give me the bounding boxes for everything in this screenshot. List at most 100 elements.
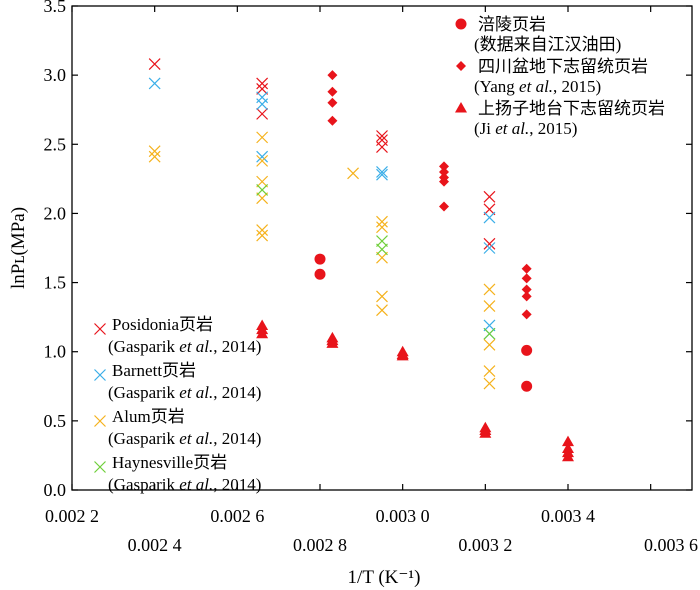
- plot-frame: [71, 5, 693, 491]
- point-alum: [376, 221, 388, 234]
- y-tick-label: 1.0: [44, 342, 67, 362]
- point-alum: [256, 224, 269, 236]
- point-posidonia: [148, 58, 161, 71]
- point-sichuan: [439, 166, 449, 177]
- point-yangtze: [326, 337, 339, 348]
- y-tick-label: 2.5: [44, 134, 67, 154]
- point-sichuan: [521, 291, 532, 302]
- point-barnett: [148, 77, 161, 90]
- point-alum: [376, 290, 388, 303]
- legend-marker-barnett: [94, 369, 106, 381]
- point-posidonia: [256, 83, 269, 95]
- legend-bottom-left: Posidonia页岩 (Gasparik et al., 2014) Barnet…: [94, 315, 261, 494]
- legend-marker-alum: [94, 415, 106, 427]
- point-alum: [376, 304, 388, 317]
- point-barnett: [483, 319, 496, 332]
- x-tick-label: 0.002 2: [45, 506, 99, 526]
- point-barnett: [256, 150, 269, 163]
- point-alum: [256, 154, 269, 167]
- point-sichuan: [327, 115, 338, 126]
- y-tick-label: 1.5: [44, 273, 67, 293]
- point-yangtze: [479, 427, 492, 438]
- point-haynesville: [256, 183, 269, 196]
- x-tick-label: 0.002 8: [293, 535, 347, 555]
- y-tick-label: 0.0: [44, 480, 67, 500]
- y-axis-label: lnPʟ(MPa): [8, 207, 29, 289]
- point-yangtze: [256, 327, 269, 339]
- point-sichuan: [327, 70, 338, 81]
- point-alum: [256, 131, 269, 144]
- x-axis-ticks: 0.002 2 0.002 6 0.003 0 0.003 4 0.002 4 0.002…: [45, 6, 698, 555]
- x-tick-label: 0.002 4: [128, 535, 182, 555]
- point-alum: [148, 150, 161, 163]
- legend-source-fuling: (数据来自江汉油田): [474, 35, 621, 54]
- legend-label-barnett: Barnett页岩: [112, 361, 196, 380]
- point-alum: [347, 167, 359, 180]
- x-tick-label: 0.003 0: [376, 506, 430, 526]
- point-barnett: [483, 211, 496, 224]
- legend-source-alum: (Gasparik et al., 2014): [108, 429, 261, 448]
- point-alum: [256, 229, 269, 242]
- point-barnett: [483, 242, 496, 254]
- point-fuling: [521, 344, 533, 356]
- point-haynesville: [483, 327, 496, 340]
- legend-label-yangtze: 上扬子地台下志留统页岩: [478, 99, 665, 118]
- point-posidonia: [483, 203, 496, 216]
- legend-label-haynesville: Haynesville页岩: [112, 453, 227, 472]
- data-marks: [148, 58, 574, 462]
- point-sichuan: [327, 86, 338, 97]
- legend-marker-posidonia: [94, 323, 106, 335]
- point-sichuan: [439, 161, 449, 172]
- legend-top-right: 涪陵页岩(数据来自江汉油田) 四川盆地下志留统页岩(Yang et al., 20…: [455, 15, 665, 138]
- point-sichuan: [521, 273, 532, 284]
- y-tick-label: 2.0: [44, 203, 67, 223]
- legend-source-posidonia: (Gasparik et al., 2014): [108, 337, 261, 356]
- point-sichuan: [439, 201, 449, 212]
- point-alum: [483, 338, 496, 351]
- point-alum: [483, 300, 496, 313]
- point-yangtze: [562, 450, 574, 462]
- point-sichuan: [521, 263, 532, 274]
- y-axis-ticks: 0.0 0.5 1.0 1.5 2.0 2.5 3.0 3.5: [44, 0, 692, 500]
- legend-label-sichuan: 四川盆地下志留统页岩: [478, 57, 648, 76]
- point-posidonia: [483, 237, 496, 250]
- point-sichuan: [327, 97, 338, 108]
- x-tick-label: 0.003 4: [541, 506, 595, 526]
- point-fuling: [314, 268, 326, 280]
- point-posidonia: [376, 141, 388, 153]
- point-alum: [376, 215, 388, 228]
- x-tick-label: 0.002 6: [210, 506, 264, 526]
- point-sichuan: [521, 309, 532, 320]
- point-haynesville: [376, 243, 388, 256]
- legend-source-haynesville: (Gasparik et al., 2014): [108, 475, 261, 494]
- legend-marker-sichuan: [456, 61, 466, 71]
- x-tick-label: 0.003 2: [458, 535, 512, 555]
- point-alum: [483, 365, 496, 377]
- point-posidonia: [376, 130, 388, 142]
- point-alum: [148, 145, 161, 158]
- legend-source-sichuan: (Yang et al., 2015): [474, 77, 601, 96]
- point-fuling: [314, 253, 326, 265]
- point-sichuan: [521, 284, 532, 295]
- legend-label-fuling: 涪陵页岩: [478, 15, 546, 34]
- legend-label-posidonia: Posidonia页岩: [112, 315, 213, 334]
- point-alum: [256, 175, 269, 188]
- point-fuling: [521, 380, 533, 392]
- point-barnett: [376, 168, 388, 181]
- point-posidonia: [256, 107, 269, 120]
- legend-source-barnett: (Gasparik et al., 2014): [108, 383, 261, 402]
- point-haynesville: [376, 235, 388, 248]
- point-alum: [483, 283, 496, 296]
- point-sichuan: [439, 176, 449, 187]
- point-alum: [256, 192, 269, 205]
- y-tick-label: 0.5: [44, 411, 67, 431]
- legend-label-alum: Alum页岩: [112, 407, 185, 426]
- point-barnett: [376, 166, 388, 178]
- y-tick-label: 3.5: [44, 0, 67, 16]
- point-yangtze: [396, 349, 409, 361]
- legend-source-yangtze: (Ji et al., 2015): [474, 119, 577, 138]
- y-tick-label: 3.0: [44, 65, 67, 85]
- legend-marker-haynesville: [94, 461, 106, 473]
- point-yangtze: [562, 435, 574, 447]
